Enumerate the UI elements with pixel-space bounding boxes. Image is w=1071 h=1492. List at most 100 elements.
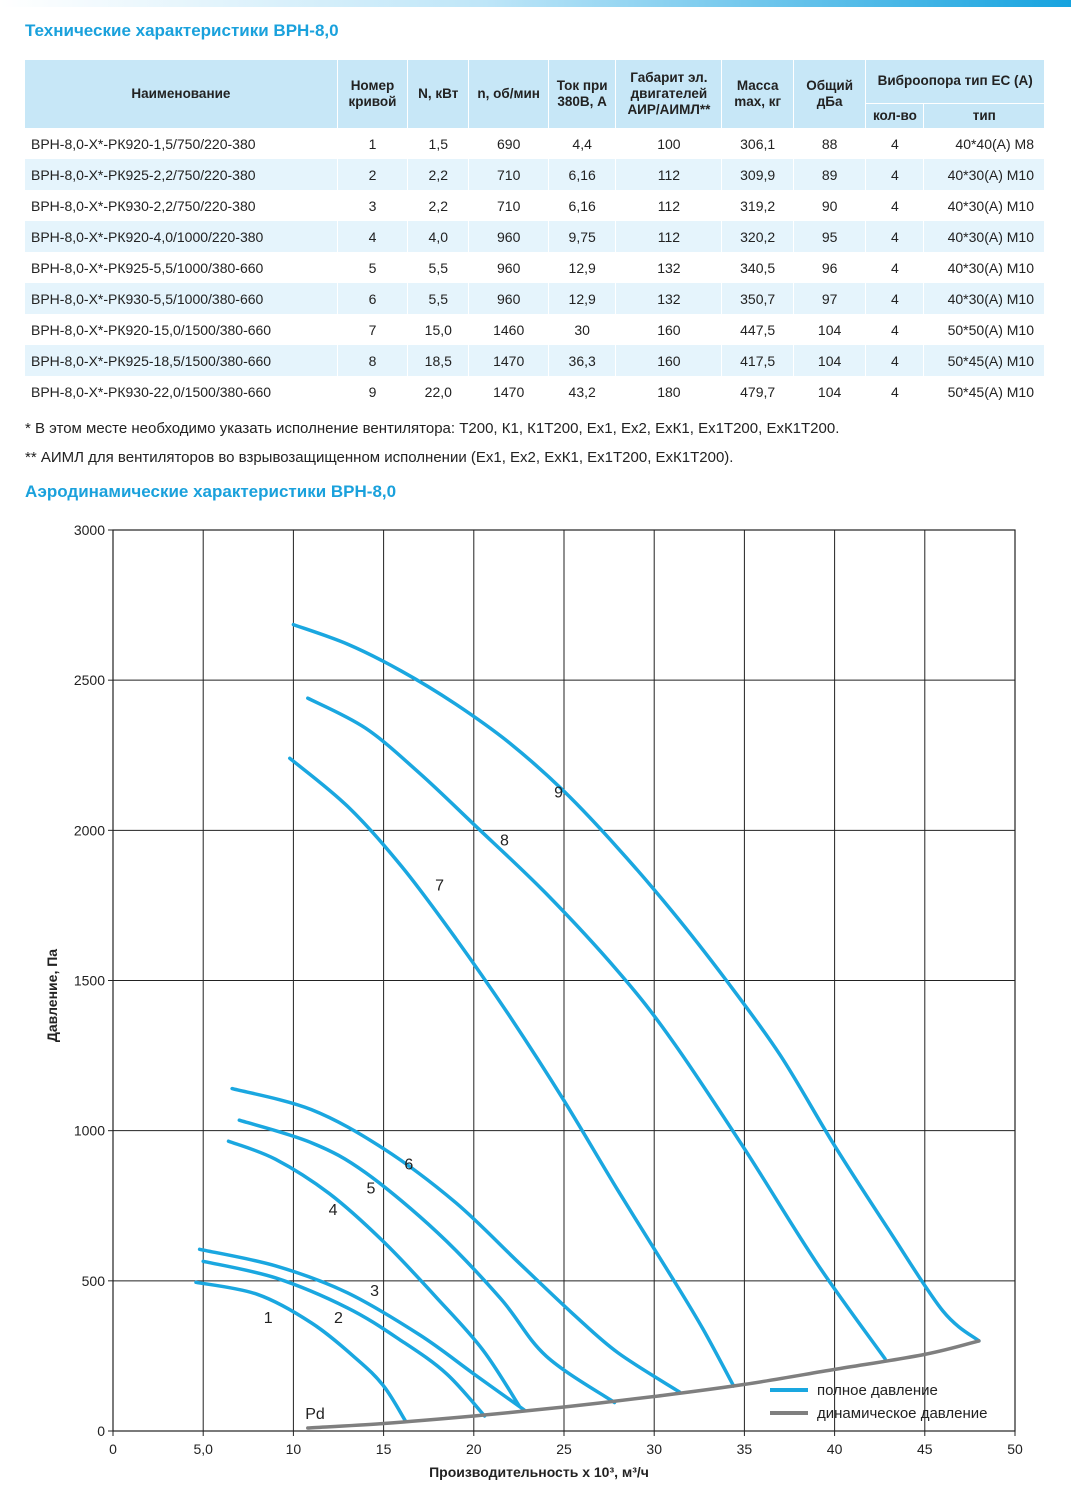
chart-grid <box>112 529 1016 1432</box>
y-tick-label: 2500 <box>74 672 105 688</box>
y-tick-label: 0 <box>97 1423 105 1439</box>
cell-current: 6,16 <box>548 190 617 221</box>
curve-label-8: 8 <box>500 832 509 849</box>
series-line-curve-1 <box>194 1280 407 1423</box>
spec-table: Наименование Номер кривой N, кВт n, об/м… <box>25 60 1045 407</box>
cell-rpm: 690 <box>468 128 549 159</box>
footnote-aiml: ** АИМЛ для вентиляторов во взрывозащище… <box>25 449 734 466</box>
section-title-tech: Технические характеристики ВРН-8,0 <box>25 21 339 40</box>
cell-name: ВРН-8,0-Х*-РК920-4,0/1000/220-380 <box>25 221 338 252</box>
cell-name: ВРН-8,0-Х*-РК925-2,2/750/220-380 <box>25 159 338 190</box>
curve-label-3: 3 <box>370 1283 379 1300</box>
cell-mass: 417,5 <box>721 345 794 376</box>
cell-mass: 319,2 <box>721 190 794 221</box>
cell-name: ВРН-8,0-Х*-РК930-5,5/1000/380-660 <box>25 283 338 314</box>
cell-noise: 90 <box>793 190 867 221</box>
legend-label-full-pressure: полное давление <box>817 1382 938 1399</box>
series-line-curve-6 <box>230 1086 682 1394</box>
cell-curve: 3 <box>337 190 409 221</box>
cell-vibro-qty: 4 <box>865 314 925 345</box>
table-row: ВРН-8,0-Х*-РК920-4,0/1000/220-380 4 4,0 960… <box>25 221 1045 252</box>
cell-power: 5,5 <box>407 283 470 314</box>
curve-label-9: 9 <box>554 784 563 801</box>
cell-name: ВРН-8,0-Х*-РК925-18,5/1500/380-660 <box>25 345 338 376</box>
cell-curve: 2 <box>337 159 409 190</box>
table-row: ВРН-8,0-Х*-РК920-1,5/750/220-380 1 1,5 690 4… <box>25 128 1045 159</box>
cell-curve: 7 <box>337 314 409 345</box>
cell-rpm: 960 <box>468 221 549 252</box>
table-row: ВРН-8,0-Х*-РК925-18,5/1500/380-660 8 18,5 1… <box>25 345 1045 376</box>
cell-noise: 96 <box>793 252 867 283</box>
cell-vibro-type: 50*50(А) М10 <box>923 314 1045 345</box>
chart-axes: 0 5,0 10 15 20 25 30 35 40 45 50050010001500200025… <box>44 522 1023 1480</box>
cell-power: 1,5 <box>407 128 470 159</box>
cell-frame: 132 <box>615 283 723 314</box>
cell-mass: 320,2 <box>721 221 794 252</box>
cell-vibro-qty: 4 <box>865 128 925 159</box>
top-accent-bar <box>0 0 1071 7</box>
x-tick-label: 45 <box>917 1441 933 1457</box>
cell-power: 5,5 <box>407 252 470 283</box>
cell-current: 43,2 <box>548 376 617 407</box>
cell-mass: 309,9 <box>721 159 794 190</box>
series-line-dynamic-pressure <box>306 1339 981 1430</box>
cell-noise: 88 <box>793 128 867 159</box>
cell-mass: 350,7 <box>721 283 794 314</box>
cell-name: ВРН-8,0-Х*-РК925-5,5/1000/380-660 <box>25 252 338 283</box>
spec-table-body: ВРН-8,0-Х*-РК920-1,5/750/220-380 1 1,5 690 4… <box>25 128 1045 407</box>
cell-vibro-type: 40*30(А) М10 <box>923 159 1045 190</box>
table-row: ВРН-8,0-Х*-РК930-22,0/1500/380-660 9 22,0 1… <box>25 376 1045 407</box>
y-axis-title: Давление, Па <box>44 949 60 1042</box>
y-tick-label: 2000 <box>74 822 105 838</box>
cell-vibro-type: 50*45(А) М10 <box>923 376 1045 407</box>
header-power: N, кВт <box>407 60 470 129</box>
footnote-execution: * В этом месте необходимо указать исполн… <box>25 420 840 437</box>
header-rpm: n, об/мин <box>468 60 549 129</box>
table-row: ВРН-8,0-Х*-РК920-15,0/1500/380-660 7 15,0 1… <box>25 314 1045 345</box>
series-line-curve-4 <box>226 1139 521 1408</box>
table-row: ВРН-8,0-Х*-РК925-2,2/750/220-380 2 2,2 710 6… <box>25 159 1045 190</box>
header-vibro-type: тип <box>923 103 1045 129</box>
section-title-aero: Аэродинамические характеристики ВРН-8,0 <box>25 482 397 501</box>
curve-label-2: 2 <box>334 1310 343 1327</box>
cell-noise: 104 <box>793 314 867 345</box>
cell-current: 36,3 <box>548 345 617 376</box>
cell-current: 9,75 <box>548 221 617 252</box>
cell-current: 4,4 <box>548 128 617 159</box>
curve-label-6: 6 <box>404 1157 413 1174</box>
x-tick-label: 20 <box>466 1441 482 1457</box>
cell-frame: 100 <box>615 128 723 159</box>
x-axis-title: Производительность х 10³, м³/ч <box>429 1464 649 1480</box>
cell-noise: 89 <box>793 159 867 190</box>
cell-noise: 104 <box>793 345 867 376</box>
x-tick-label: 50 <box>1007 1441 1023 1457</box>
cell-curve: 6 <box>337 283 409 314</box>
cell-rpm: 960 <box>468 252 549 283</box>
x-tick-label: 35 <box>737 1441 753 1457</box>
x-tick-label: 40 <box>827 1441 843 1457</box>
table-row: ВРН-8,0-Х*-РК925-5,5/1000/380-660 5 5,5 960… <box>25 252 1045 283</box>
x-tick-label: 10 <box>286 1441 302 1457</box>
cell-mass: 479,7 <box>721 376 794 407</box>
cell-power: 4,0 <box>407 221 470 252</box>
curve-label-7: 7 <box>435 877 444 894</box>
x-tick-label: 0 <box>109 1441 117 1457</box>
cell-power: 2,2 <box>407 190 470 221</box>
cell-power: 18,5 <box>407 345 470 376</box>
cell-vibro-type: 40*30(А) М10 <box>923 221 1045 252</box>
header-frame: Габарит эл. двигателей АИР/АИМЛ** <box>615 60 723 129</box>
series-line-curve-3 <box>197 1247 527 1412</box>
cell-curve: 5 <box>337 252 409 283</box>
curve-label-5: 5 <box>367 1181 376 1198</box>
cell-rpm: 710 <box>468 190 549 221</box>
cell-name: ВРН-8,0-Х*-РК930-22,0/1500/380-660 <box>25 376 338 407</box>
cell-rpm: 710 <box>468 159 549 190</box>
cell-frame: 180 <box>615 376 723 407</box>
header-current: Ток при 380В, А <box>548 60 617 129</box>
header-curve: Номер кривой <box>337 60 409 129</box>
cell-mass: 306,1 <box>721 128 794 159</box>
cell-frame: 112 <box>615 159 723 190</box>
cell-rpm: 1470 <box>468 345 549 376</box>
cell-vibro-type: 40*30(А) М10 <box>923 190 1045 221</box>
